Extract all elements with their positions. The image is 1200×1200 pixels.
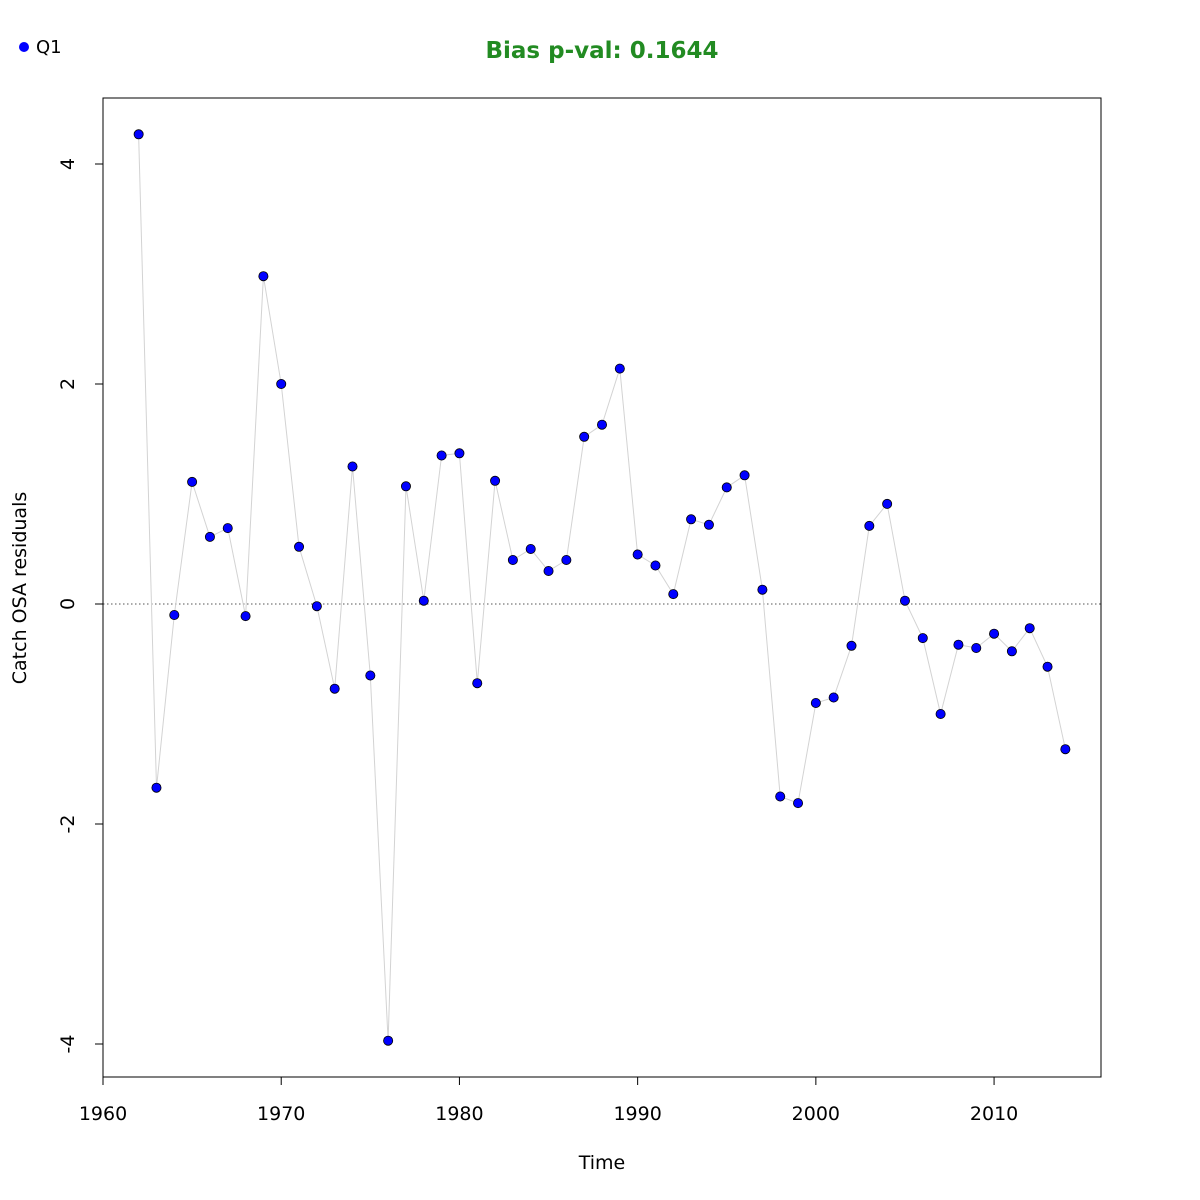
x-tick-label: 1960: [79, 1103, 127, 1125]
data-point: [864, 520, 875, 531]
data-point: [294, 541, 305, 552]
data-points: [133, 129, 1071, 1046]
data-point: [614, 363, 625, 374]
y-axis-title: Catch OSA residuals: [9, 492, 31, 684]
data-point: [204, 531, 215, 542]
chart-title: Bias p-val: 0.1644: [486, 38, 719, 64]
data-point: [543, 566, 554, 577]
data-point: [971, 643, 982, 654]
data-point: [703, 519, 714, 530]
data-point: [169, 610, 180, 621]
data-point: [1024, 623, 1035, 634]
y-tick-label: -4: [57, 1035, 79, 1054]
data-point: [507, 555, 518, 566]
data-point: [240, 611, 251, 622]
x-tick-label: 2010: [970, 1103, 1018, 1125]
data-point: [935, 709, 946, 720]
data-point: [561, 555, 572, 566]
x-tick-label: 2000: [792, 1103, 840, 1125]
data-point: [989, 628, 1000, 639]
data-point: [953, 639, 964, 650]
legend-marker-q1: [19, 42, 29, 52]
data-point: [436, 450, 447, 461]
data-point: [686, 514, 697, 525]
data-point: [151, 782, 162, 793]
x-tick-label: 1990: [613, 1103, 661, 1125]
data-point: [632, 549, 643, 560]
y-tick-label: -2: [57, 815, 79, 834]
data-point: [365, 670, 376, 681]
data-point: [472, 678, 483, 689]
data-point: [579, 431, 590, 442]
data-point: [828, 692, 839, 703]
data-point: [739, 470, 750, 481]
data-point: [454, 448, 465, 459]
data-point: [846, 640, 857, 651]
data-point: [383, 1035, 394, 1046]
data-point: [311, 601, 322, 612]
legend-label-q1: Q1: [36, 37, 62, 58]
data-point: [775, 791, 786, 802]
y-tick-label: 4: [57, 158, 79, 170]
data-point: [133, 129, 144, 140]
data-point: [258, 271, 269, 282]
data-point: [810, 698, 821, 709]
data-point: [276, 378, 287, 389]
data-point: [222, 523, 233, 534]
data-point: [400, 481, 411, 492]
data-point: [917, 633, 928, 644]
data-point: [899, 595, 910, 606]
data-point: [418, 595, 429, 606]
data-point: [793, 798, 804, 809]
data-point: [650, 560, 661, 571]
data-point: [1006, 646, 1017, 657]
data-point: [329, 683, 340, 694]
data-point: [668, 589, 679, 600]
data-point: [347, 461, 358, 472]
data-point: [721, 482, 732, 493]
y-tick-label: 0: [57, 598, 79, 610]
x-axis-title: Time: [578, 1152, 626, 1174]
legend: Q1: [19, 37, 62, 58]
data-point: [1060, 744, 1071, 755]
data-point: [525, 544, 536, 555]
y-tick-label: 2: [57, 378, 79, 390]
x-tick-label: 1980: [435, 1103, 483, 1125]
x-tick-label: 1970: [257, 1103, 305, 1125]
data-point: [597, 419, 608, 430]
data-point: [757, 584, 768, 595]
data-point: [490, 475, 501, 486]
data-point: [187, 476, 198, 487]
y-axis: -4 -2 0 2 4: [57, 158, 104, 1054]
x-axis: 1960 1970 1980 1990 2000 2010: [79, 1076, 1018, 1125]
data-point: [1042, 661, 1053, 672]
data-point: [882, 498, 893, 509]
